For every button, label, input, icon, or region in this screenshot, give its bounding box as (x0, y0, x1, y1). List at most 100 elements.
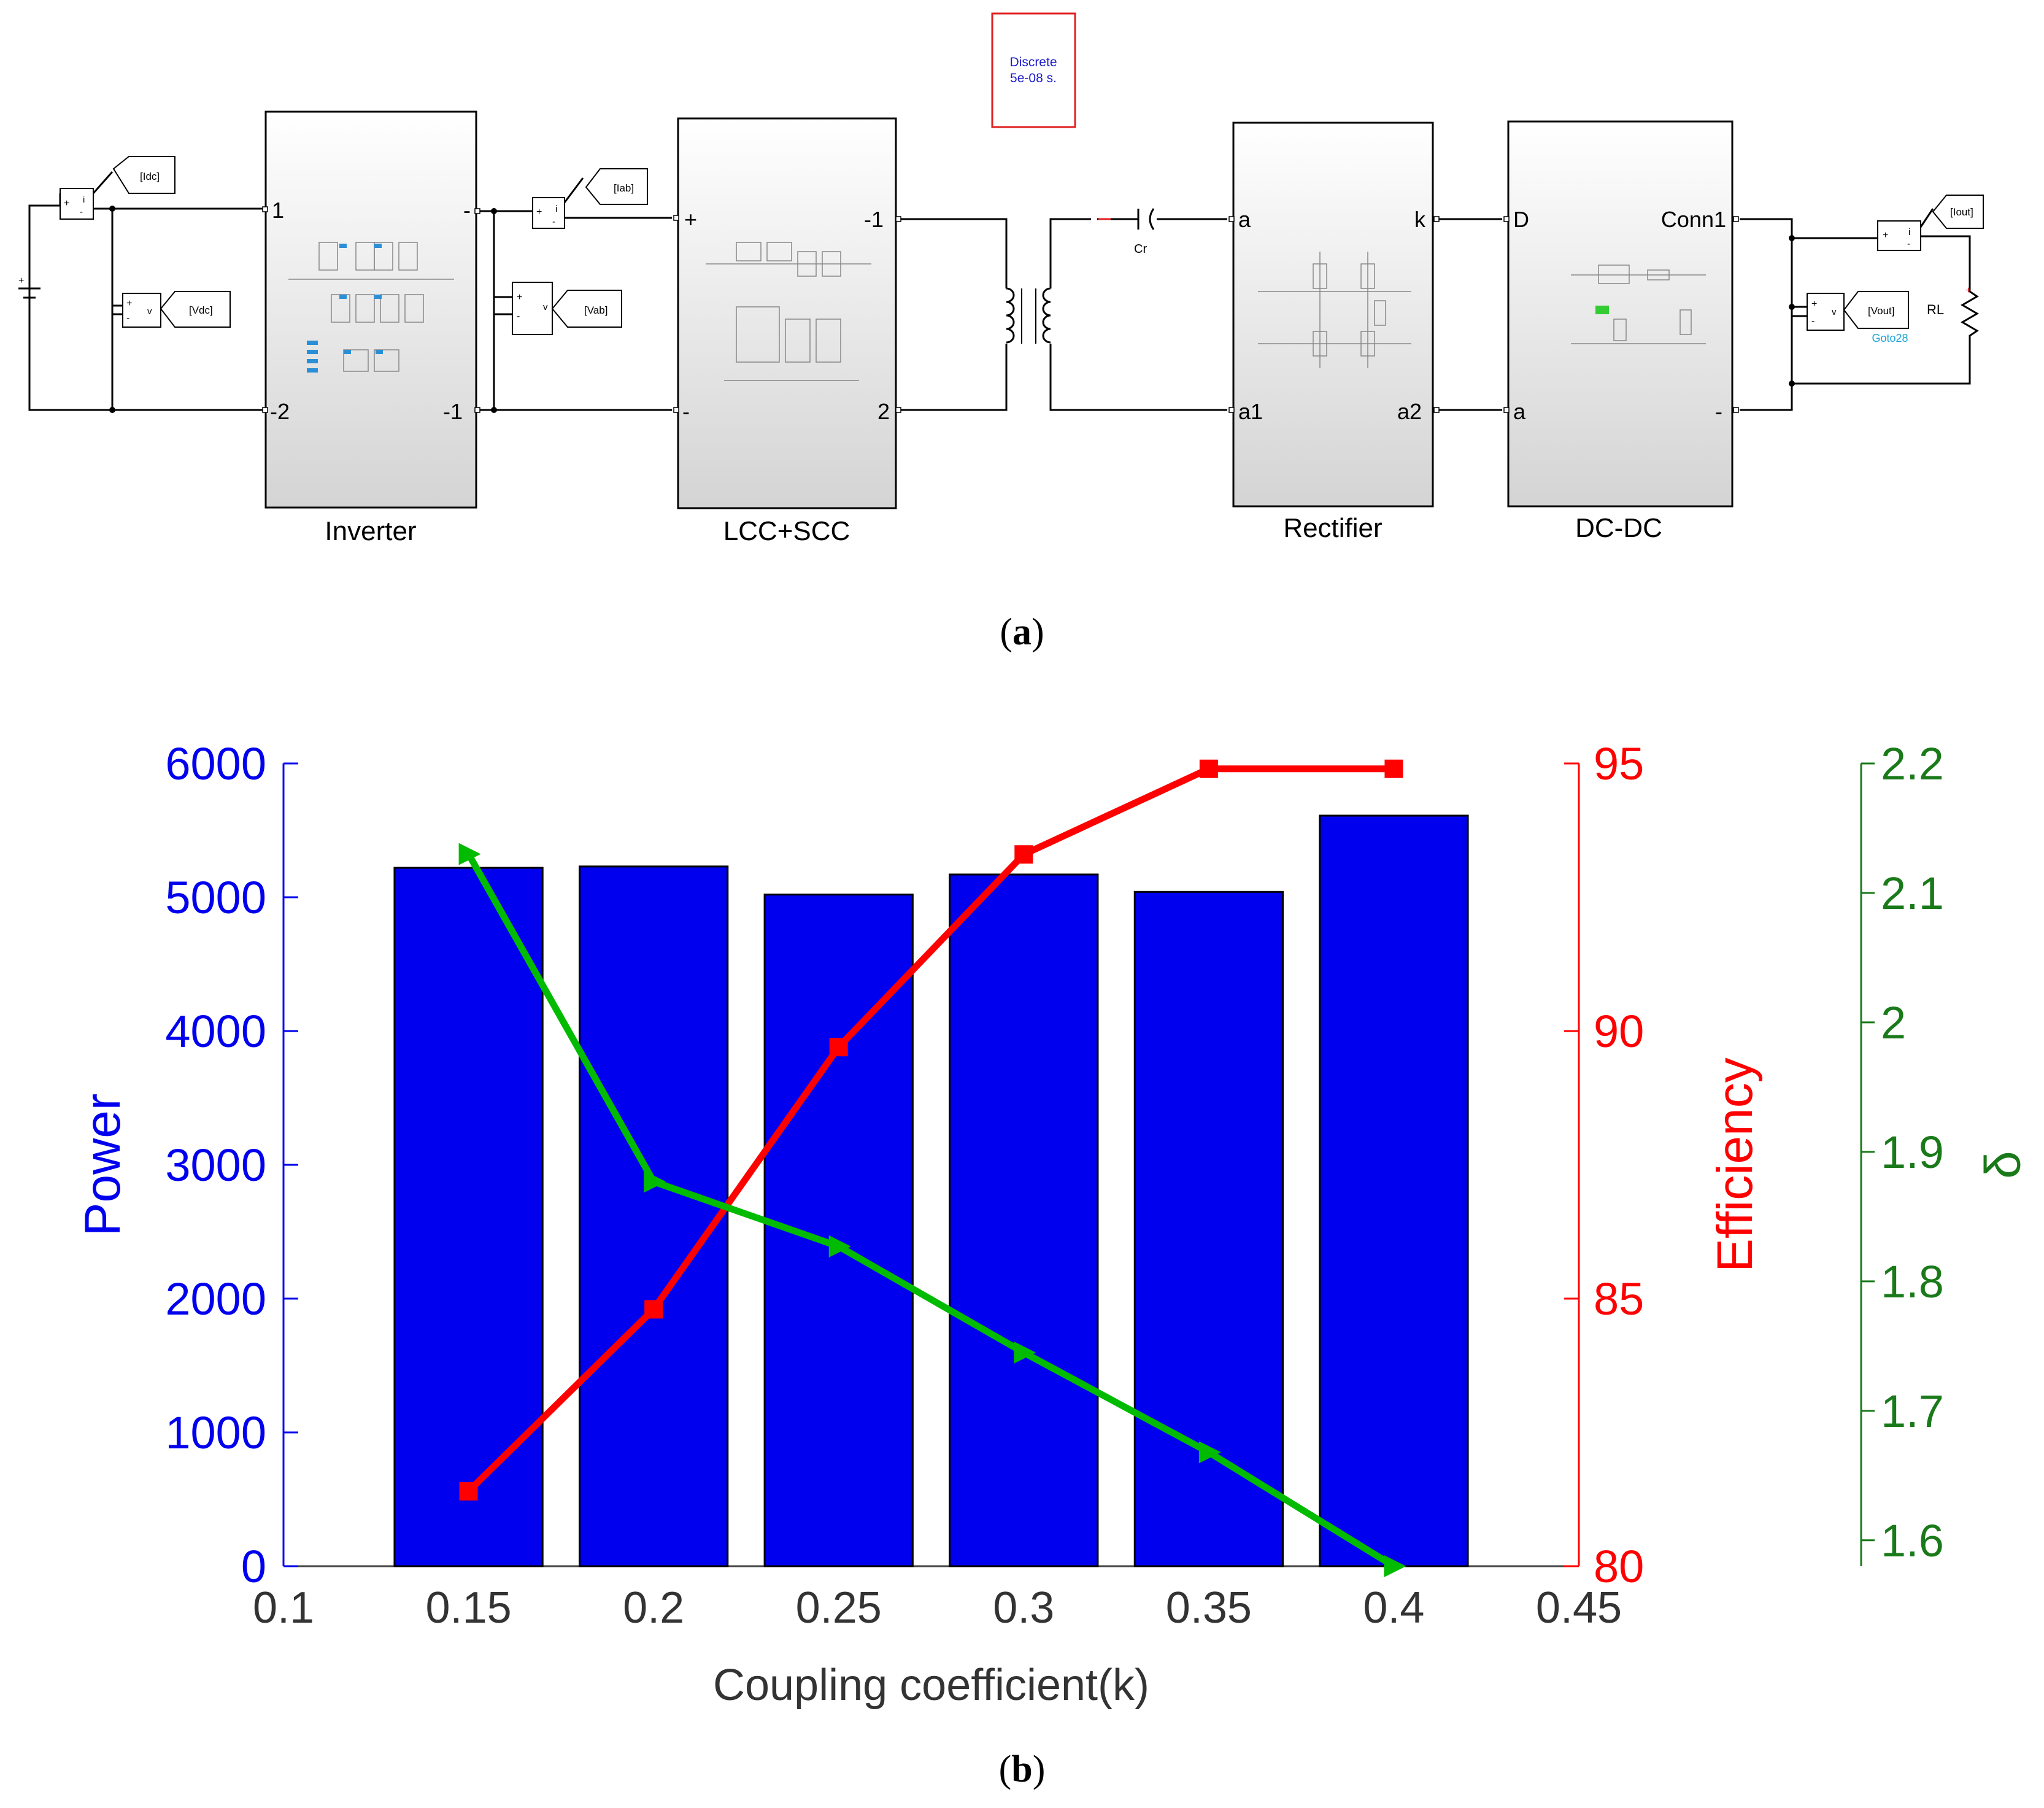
svg-text:+: + (1965, 285, 1971, 296)
svg-text:-: - (682, 399, 690, 424)
left-tick-label: 3000 (165, 1140, 266, 1191)
rectifier-label: Rectifier (1283, 513, 1382, 543)
caption-a-letter: a (1012, 611, 1032, 653)
voltage-meter-vab[interactable]: + - v (512, 282, 553, 335)
chart-power-efficiency-delta: 0.1 0.15 0.2 0.25 0.3 0.35 0.4 0.45 Coupling coe… (75, 738, 2031, 1710)
x-tick-label: 0.25 (796, 1583, 882, 1632)
simulink-diagram: Discrete 5e-08 s. (18, 12, 1984, 546)
left-tick-label: 1000 (165, 1407, 266, 1458)
svg-text:2: 2 (877, 399, 890, 424)
powergui-block[interactable]: Discrete 5e-08 s. (991, 12, 1076, 128)
efficiency-line (466, 765, 1394, 1494)
delta-marker (1198, 1441, 1221, 1464)
right2-tick-label: 1.7 (1881, 1386, 1944, 1437)
efficiency-marker (459, 1482, 478, 1501)
svg-text:-: - (80, 207, 83, 217)
caption-b-open: ( (998, 1748, 1012, 1790)
voltage-meter-vdc[interactable]: + - v (122, 293, 161, 328)
svg-text:+: + (1883, 230, 1888, 241)
right2-tick-label: 1.6 (1881, 1515, 1944, 1566)
goto-vout[interactable]: [Vout] (1843, 291, 1909, 329)
goto-idc[interactable]: [Idc] (112, 156, 175, 194)
svg-text:-: - (517, 311, 520, 322)
efficiency-marker (1384, 759, 1403, 778)
svg-text:v: v (543, 302, 548, 312)
junction-dots (109, 206, 1795, 413)
x-tick-label: 0.4 (1363, 1583, 1424, 1632)
goto-vdc[interactable]: [Vdc] (160, 291, 231, 328)
x-tick-label: 0.45 (1536, 1583, 1622, 1632)
svg-text:[Vab]: [Vab] (584, 304, 607, 316)
right1-tick-label: 85 (1594, 1273, 1644, 1324)
delta-marker (1384, 1555, 1406, 1577)
svg-text:D: D (1513, 207, 1529, 232)
current-meter-iout[interactable]: + i - (1877, 220, 1921, 251)
svg-text:+: + (126, 298, 132, 309)
left-tick-label: 0 (241, 1541, 266, 1592)
inverter-label: Inverter (325, 516, 416, 546)
powergui-line2: 5e-08 s. (1010, 71, 1057, 85)
dcdc-thumbnail-tag (1595, 306, 1609, 314)
svg-text:-: - (552, 217, 555, 227)
svg-text:RL: RL (1927, 302, 1944, 317)
svg-text:-: - (463, 198, 471, 223)
powergui-line1: Discrete (1009, 55, 1057, 69)
power-bar (393, 867, 544, 1567)
svg-text:-2: -2 (270, 399, 290, 424)
svg-text:+: + (517, 292, 522, 303)
svg-text:+: + (536, 207, 542, 217)
dcdc-label: DC-DC (1575, 513, 1662, 543)
inverter-block[interactable]: 1 -2 - -1 (262, 110, 480, 509)
caption-a-close: ) (1032, 611, 1044, 653)
power-bar (579, 865, 729, 1567)
left-tick-label: 2000 (165, 1273, 266, 1324)
goto-iab[interactable]: [Iab] (585, 168, 648, 205)
transformer-icon[interactable] (1006, 287, 1051, 344)
svg-text:a2: a2 (1397, 399, 1422, 424)
svg-text:i: i (1908, 227, 1910, 238)
right-axis-1-label: Efficiency (1707, 1057, 1763, 1272)
goto-iout[interactable]: [Iout] (1932, 195, 1984, 229)
right2-tick-label: 1.8 (1881, 1256, 1944, 1307)
svg-text:a: a (1238, 207, 1251, 232)
voltage-meter-vout[interactable]: + - v (1807, 293, 1845, 331)
delta-marker (1014, 1341, 1036, 1364)
wires (28, 171, 1971, 411)
efficiency-marker (829, 1038, 848, 1057)
current-meter-iab[interactable]: + i - (532, 197, 565, 229)
efficiency-marker (644, 1300, 663, 1319)
right2-tick-label: 2.1 (1881, 868, 1944, 919)
svg-text:Cr: Cr (1134, 242, 1147, 256)
power-bar (763, 894, 914, 1567)
svg-text:Conn1: Conn1 (1661, 207, 1726, 232)
svg-text:a1: a1 (1238, 399, 1263, 424)
inverter-thumbnail (288, 242, 454, 372)
power-bar (949, 873, 1099, 1567)
dc-voltage-source[interactable]: + (18, 276, 40, 328)
rectifier-thumbnail (1258, 252, 1411, 368)
left-axis-label: Power (75, 1094, 131, 1236)
efficiency-marker (1014, 845, 1033, 864)
caption-b-letter: b (1011, 1748, 1033, 1790)
x-axis-label: Coupling coefficient(k) (713, 1661, 1149, 1710)
svg-text:[Iab]: [Iab] (614, 182, 634, 194)
rectifier-block[interactable]: a a1 k a2 (1228, 122, 1440, 508)
current-meter-idc[interactable]: + i - (60, 188, 94, 220)
svg-text:+: + (18, 276, 24, 286)
svg-text:+: + (1811, 299, 1817, 309)
right2-tick-label: 2.2 (1881, 738, 1944, 789)
svg-text:v: v (147, 306, 152, 317)
svg-text:v: v (1832, 307, 1837, 317)
lcc-scc-block[interactable]: + - -1 2 (673, 117, 901, 509)
svg-text:[Idc]: [Idc] (140, 171, 160, 182)
goto28-label: Goto28 (1872, 332, 1908, 344)
svg-text:1: 1 (272, 198, 284, 223)
dcdc-block[interactable]: D a Conn1 - (1503, 120, 1739, 508)
svg-text:[Iout]: [Iout] (1950, 206, 1973, 218)
svg-text:i: i (83, 195, 85, 205)
capacitor-cr[interactable]: Cr (1098, 208, 1155, 256)
inverter-thumbnail-tags (307, 244, 383, 373)
power-bar (1319, 814, 1469, 1567)
goto-vab[interactable]: [Vab] (551, 290, 622, 328)
resistor-rl[interactable]: + RL (1927, 282, 1979, 344)
